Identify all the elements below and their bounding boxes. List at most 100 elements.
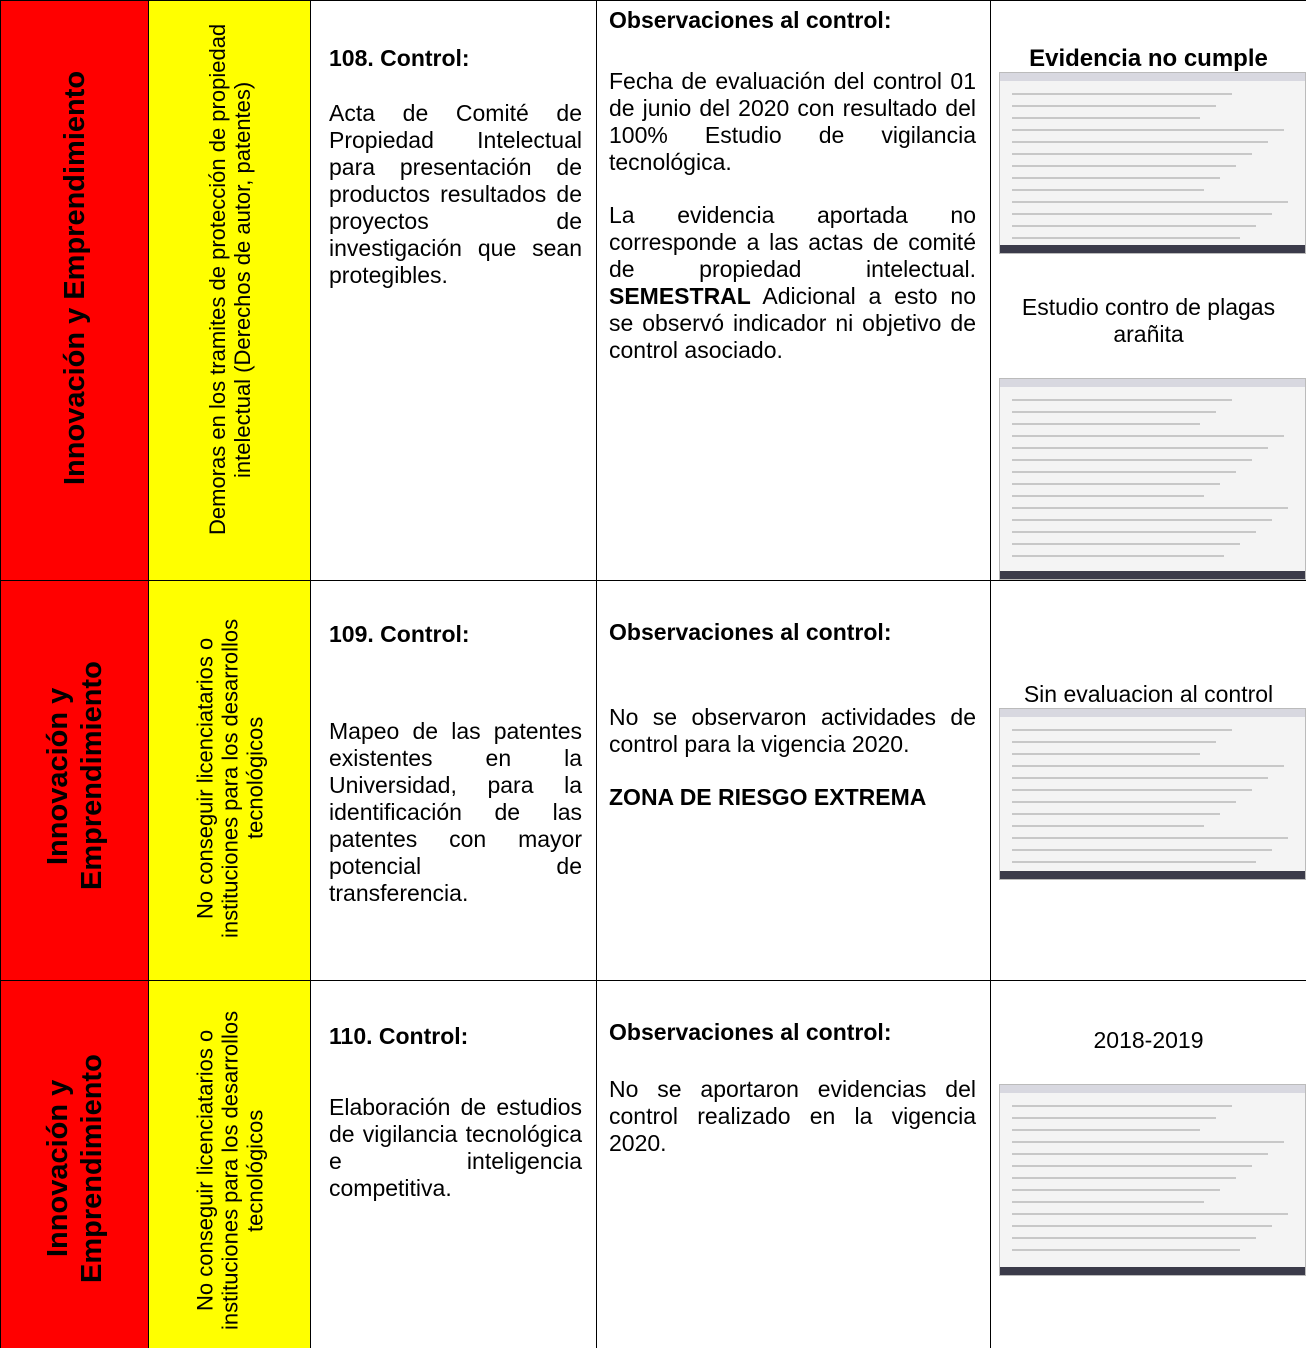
screenshot-line [1012,177,1220,179]
evidence: Evidencia no cumple Estudio contro de pla… [992,2,1306,580]
control: 108. Control: Acta de Comité de Propiedad… [312,2,596,290]
observation-paragraph: No se observaron actividades de control … [609,704,976,758]
table-row: Innovación y Emprendimiento No conseguir … [0,980,1306,1348]
screenshot-line [1012,531,1256,533]
control-title: 108. Control: [329,45,470,71]
screenshot-line [1012,459,1252,461]
screenshot-line [1012,105,1216,107]
risk-label: Demoras en los tramites de protección de… [204,23,255,536]
screenshot-line [1012,741,1216,743]
screenshot-line [1012,153,1252,155]
screenshot-line [1012,1165,1252,1167]
area-cell: Innovación y Emprendimiento [0,980,149,1348]
observations: Observaciones al control: Fecha de evalua… [598,2,990,365]
observation-text: No se observaron actividades de control … [609,704,976,757]
evidence: Sin evaluacion al control [992,582,1306,880]
screenshot-bar [1000,709,1305,717]
area-cell: Innovación y Emprendimiento [0,580,149,981]
screenshot-line [1012,447,1268,449]
area-label: Innovación y Emprendimiento [58,70,91,485]
screenshot-line [1012,117,1200,119]
screenshot-line [1012,423,1200,425]
screenshot-bar [1000,379,1305,387]
observation-text: ZONA DE RIESGO EXTREMA [609,784,927,810]
screenshot-line [1012,213,1272,215]
evidence-text: Estudio contro de plagas arañita [1021,294,1276,347]
evidence-cell: 2018-2019 [990,980,1306,1348]
observation-paragraph: La evidencia aportada no corresponde a l… [609,202,976,364]
screenshot-line [1012,483,1220,485]
evidence-text: Evidencia no cumple [1029,45,1268,72]
screenshot-line [1012,201,1288,203]
risk-cell: No conseguir licenciatarios o institucio… [148,980,311,1348]
screenshot-line [1012,141,1268,143]
observations-cell: Observaciones al control: No se observaro… [596,580,991,981]
screenshot-bar [1000,73,1305,81]
table-row: Innovación y Emprendimiento Demoras en lo… [0,0,1306,581]
screenshot [999,708,1306,880]
screenshot-line [1012,777,1268,779]
screenshot-line [1012,825,1204,827]
screenshot-line [1012,507,1288,509]
screenshot-bar [1000,245,1305,253]
screenshot-line [1012,237,1240,239]
observations-title: Observaciones al control: [609,7,892,33]
screenshot-line [1012,1237,1256,1239]
control-cell: 110. Control: Elaboración de estudios de … [310,980,597,1348]
screenshot-line [1012,1141,1284,1143]
screenshot-line [1012,495,1204,497]
table-row: Innovación y Emprendimiento No conseguir … [0,580,1306,981]
screenshot-line [1012,1153,1268,1155]
risk-label: No conseguir licenciatarios o institucio… [192,1010,267,1331]
screenshot-line [1012,129,1284,131]
evidence-text: Sin evaluacion al control [1023,681,1274,707]
observation-paragraph: No se aportaron evidencias del control r… [609,1076,976,1157]
observation-paragraph: Fecha de evaluación del control 01 de ju… [609,68,976,176]
screenshot-bar [1000,571,1305,579]
screenshot-line [1012,861,1256,863]
control-cell: 109. Control: Mapeo de las patentes exist… [310,580,597,981]
control-text: Elaboración de estudios de vigilancia te… [329,1094,582,1201]
screenshot-line [1012,813,1220,815]
screenshot-line [1012,189,1204,191]
screenshot-line [1012,789,1252,791]
screenshot-line [1012,165,1236,167]
observation-text: La evidencia aportada no corresponde a l… [609,202,976,282]
observations-title: Observaciones al control: [609,1019,892,1045]
screenshot-line [1012,555,1224,557]
control-text: Mapeo de las patentes existentes en la U… [329,718,582,906]
screenshot-line [1012,399,1232,401]
screenshot-line [1012,471,1236,473]
screenshot [999,1084,1306,1276]
screenshot [999,72,1306,254]
screenshot-line [1012,1201,1204,1203]
screenshot-line [1012,1189,1220,1191]
screenshot-line [1012,543,1240,545]
area-cell: Innovación y Emprendimiento [0,0,149,581]
control-title: 110. Control: [329,1023,469,1049]
evidence: 2018-2019 [992,982,1306,1276]
risk-cell: Demoras en los tramites de protección de… [148,0,311,581]
control-text: Acta de Comité de Propiedad Intelectual … [329,100,582,288]
screenshot-line [1012,1177,1236,1179]
observation-text: Adicional a esto no se observó indicador… [609,283,976,363]
screenshot-bar [1000,1267,1305,1275]
observation-text: No se aportaron evidencias del control r… [609,1076,976,1156]
risk-label: No conseguir licenciatarios o institucio… [192,618,267,938]
screenshot-line [1012,1249,1240,1251]
risk-cell: No conseguir licenciatarios o institucio… [148,580,311,981]
screenshot-line [1012,1225,1272,1227]
observations: Observaciones al control: No se aportaron… [598,982,990,1158]
screenshot-line [1012,1117,1216,1119]
control-cell: 108. Control: Acta de Comité de Propiedad… [310,0,597,581]
screenshot-line [1012,765,1284,767]
screenshot-line [1012,435,1284,437]
control-title: 109. Control: [329,621,470,647]
screenshot [999,378,1306,580]
control: 109. Control: Mapeo de las patentes exist… [312,582,596,908]
control: 110. Control: Elaboración de estudios de … [312,982,596,1203]
evidence-text: 2018-2019 [1093,1027,1204,1053]
screenshot-line [1012,849,1272,851]
screenshot-line [1012,1129,1200,1131]
